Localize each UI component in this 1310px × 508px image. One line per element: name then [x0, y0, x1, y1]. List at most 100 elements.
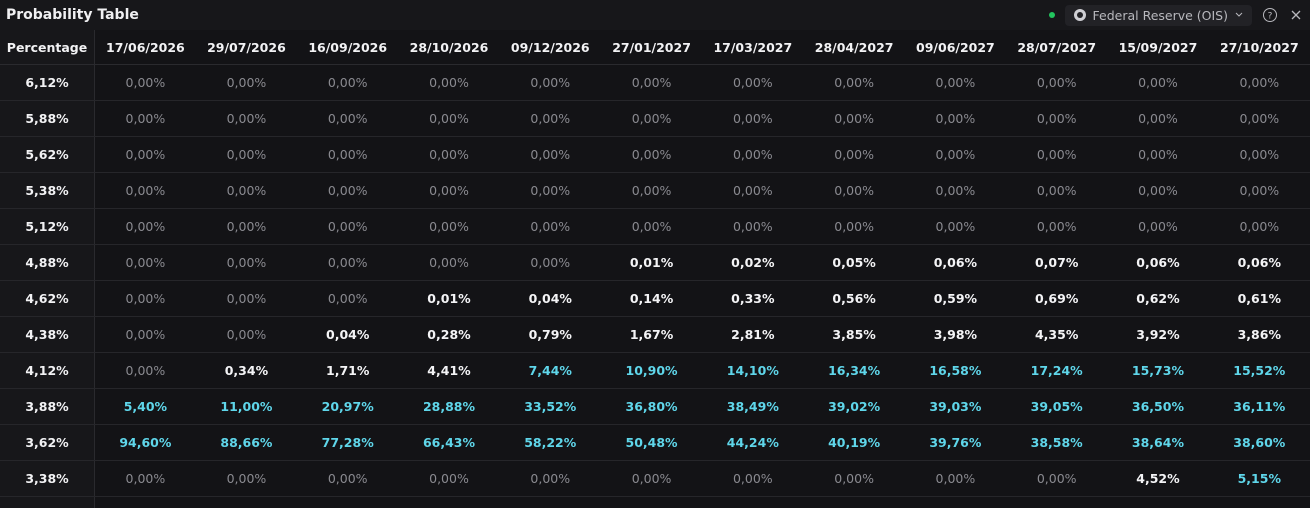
column-header: 27/01/2027 [600, 30, 703, 65]
probability-cell: 0,00% [1006, 208, 1108, 245]
rate-label: 5,12% [0, 208, 95, 245]
probability-cell: 2,81% [702, 316, 804, 353]
toolbar: Federal Reserve (OIS) ? [1048, 4, 1305, 26]
probability-cell: 0,00% [600, 208, 703, 245]
close-button[interactable] [1288, 7, 1304, 23]
probability-cell: 4,41% [398, 352, 500, 389]
probability-cell: 0,00% [702, 100, 804, 137]
probability-cell: 0,00% [195, 136, 298, 173]
rate-label: 3,88% [0, 388, 95, 425]
table-row: 4,38% 0,00% 0,00% 0,04% 0,28% 0,79% 1,67% 2,81%… [0, 316, 1310, 353]
probability-cell: 0,00% [195, 496, 298, 508]
probability-cell: 0,62% [1107, 280, 1209, 317]
probability-cell: 38,60% [1208, 424, 1310, 461]
probability-cell: 1,67% [600, 316, 703, 353]
probability-cell: 0,00% [904, 496, 1007, 508]
column-header: 09/12/2026 [499, 30, 601, 65]
probability-cell: 0,00% [94, 136, 196, 173]
probability-cell: 0,00% [1006, 64, 1108, 101]
probability-cell: 28,88% [398, 388, 500, 425]
probability-cell: 0,00% [600, 172, 703, 209]
probability-cell: 0,00% [195, 280, 298, 317]
probability-cell: 0,00% [803, 172, 905, 209]
probability-cell: 0,00% [499, 208, 601, 245]
probability-cell: 0,00% [1208, 100, 1310, 137]
probability-cell: 0,00% [600, 64, 703, 101]
probability-cell: 0,00% [702, 496, 804, 508]
rate-label: 3,12% [0, 496, 95, 508]
probability-cell: 0,00% [1006, 100, 1108, 137]
probability-cell: 0,00% [195, 460, 298, 497]
probability-cell: 0,56% [803, 280, 905, 317]
probability-cell: 3,92% [1107, 316, 1209, 353]
probability-cell: 0,00% [499, 460, 601, 497]
probability-cell: 50,48% [600, 424, 703, 461]
rate-label: 4,88% [0, 244, 95, 281]
probability-cell: 0,00% [499, 172, 601, 209]
column-header: 28/10/2026 [398, 30, 500, 65]
probability-cell: 0,14% [600, 280, 703, 317]
probability-cell: 0,00% [297, 244, 399, 281]
probability-cell: 44,24% [702, 424, 804, 461]
probability-cell: 0,04% [499, 280, 601, 317]
probability-cell: 0,01% [600, 244, 703, 281]
source-selector[interactable]: Federal Reserve (OIS) [1064, 4, 1252, 26]
probability-cell: 0,00% [1208, 136, 1310, 173]
panel-title: Probability Table [6, 7, 139, 23]
probability-cell: 0,00% [1107, 100, 1209, 137]
probability-cell: 0,00% [94, 496, 196, 508]
probability-cell: 0,00% [398, 208, 500, 245]
column-header: 28/04/2027 [803, 30, 905, 65]
probability-cell: 15,73% [1107, 352, 1209, 389]
probability-cell: 10,90% [600, 352, 703, 389]
probability-cell: 0,00% [1208, 64, 1310, 101]
probability-cell: 38,49% [702, 388, 804, 425]
rate-label: 4,62% [0, 280, 95, 317]
probability-cell: 38,58% [1006, 424, 1108, 461]
probability-cell: 0,00% [94, 208, 196, 245]
probability-cell: 39,05% [1006, 388, 1108, 425]
probability-cell: 0,00% [803, 136, 905, 173]
table-row: 3,38% 0,00% 0,00% 0,00% 0,00% 0,00% 0,00% 0,00%… [0, 460, 1310, 497]
probability-cell: 0,00% [499, 100, 601, 137]
probability-cell: 39,76% [904, 424, 1007, 461]
status-dot [1048, 12, 1055, 18]
probability-cell: 39,03% [904, 388, 1007, 425]
probability-cell: 0,59% [904, 280, 1007, 317]
probability-cell: 0,00% [499, 496, 601, 508]
probability-cell: 88,66% [195, 424, 298, 461]
probability-cell: 0,00% [398, 460, 500, 497]
probability-cell: 0,06% [1107, 244, 1209, 281]
probability-cell: 15,52% [1208, 352, 1310, 389]
probability-cell: 0,00% [904, 136, 1007, 173]
probability-cell: 17,24% [1006, 352, 1108, 389]
probability-cell: 0,28% [398, 316, 500, 353]
rate-label: 4,38% [0, 316, 95, 353]
probability-cell: 0,00% [1208, 208, 1310, 245]
probability-cell: 0,00% [94, 244, 196, 281]
probability-cell: 0,00% [904, 460, 1007, 497]
probability-cell: 0,00% [297, 280, 399, 317]
probability-cell: 77,28% [297, 424, 399, 461]
probability-cell: 0,00% [297, 460, 399, 497]
help-button[interactable]: ? [1262, 7, 1278, 23]
probability-cell: 0,00% [702, 136, 804, 173]
probability-cell: 0,04% [297, 316, 399, 353]
probability-cell: 3,85% [803, 316, 905, 353]
probability-cell: 0,00% [195, 316, 298, 353]
probability-cell: 4,52% [1107, 460, 1209, 497]
probability-cell: 36,50% [1107, 388, 1209, 425]
probability-cell: 0,00% [600, 136, 703, 173]
probability-cell: 0,00% [195, 100, 298, 137]
svg-text:?: ? [1268, 12, 1273, 22]
probability-cell: 16,34% [803, 352, 905, 389]
table-row: 5,62% 0,00% 0,00% 0,00% 0,00% 0,00% 0,00% 0,00%… [0, 136, 1310, 173]
probability-cell: 0,00% [904, 208, 1007, 245]
table-row: 4,88% 0,00% 0,00% 0,00% 0,00% 0,00% 0,01% 0,02%… [0, 244, 1310, 281]
probability-cell: 0,00% [297, 64, 399, 101]
probability-cell: 0,00% [499, 64, 601, 101]
probability-cell: 5,40% [94, 388, 196, 425]
probability-cell: 94,60% [94, 424, 196, 461]
probability-cell: 39,02% [803, 388, 905, 425]
